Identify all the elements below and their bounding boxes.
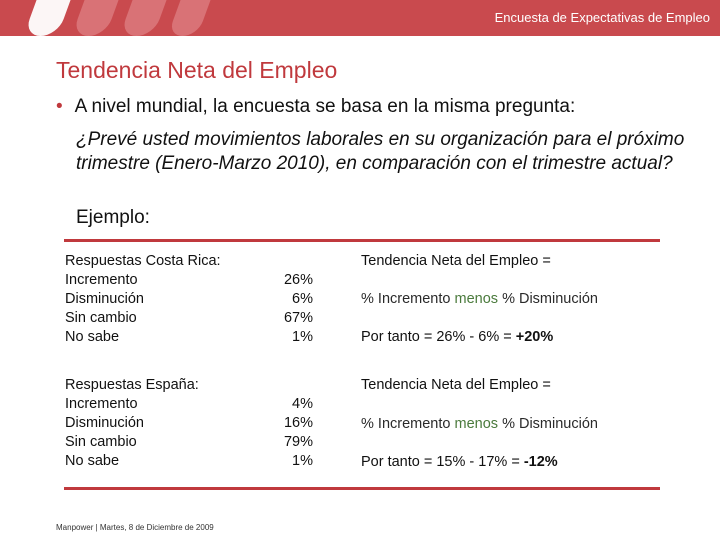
header-bar: Encuesta de Expectativas de Empleo: [0, 0, 720, 36]
formula-left: % Incremento: [361, 291, 451, 307]
costa-rica-row-label: No sabe: [65, 329, 120, 345]
logo-shape: [167, 0, 211, 36]
header-title: Encuesta de Expectativas de Empleo: [494, 10, 710, 25]
logo-shape: [23, 0, 71, 36]
espana-row-value: 1%: [292, 453, 313, 469]
costa-rica-row-value: 26%: [283, 272, 313, 288]
costa-rica-calc: Por tanto = 26% - 6% = +20%: [361, 328, 701, 347]
divider-top: [64, 239, 660, 242]
espana-row-value: 16%: [283, 415, 313, 431]
costa-rica-formula: % Incremento menos % Disminución: [361, 290, 701, 309]
espana-calc: Por tanto = 15% - 17% = -12%: [361, 453, 701, 472]
example-label: Ejemplo:: [76, 207, 150, 228]
calc-prefix: Por tanto = 15% - 17% =: [361, 454, 520, 470]
espana-row-label: Disminución: [65, 415, 144, 431]
formula-operator: menos: [454, 291, 499, 307]
formula-right: % Disminución: [502, 291, 598, 307]
bullet-dot: •: [56, 96, 63, 117]
logo-shape: [119, 0, 167, 36]
espana-values: 4% 16% 79% 1%: [240, 395, 313, 471]
costa-rica-row-label: Incremento: [65, 272, 138, 288]
costa-rica-row-value: 6%: [292, 291, 313, 307]
formula-left: % Incremento: [361, 416, 451, 432]
calc-result: +20%: [515, 329, 554, 345]
costa-rica-labels: Respuestas Costa Rica: Incremento Dismin…: [65, 252, 285, 347]
espana-heading: Respuestas España:: [65, 377, 199, 393]
espana-row-label: Incremento: [65, 396, 138, 412]
page-title: Tendencia Neta del Empleo: [56, 57, 338, 83]
costa-rica-row-value: 1%: [292, 329, 313, 345]
logo-shape: [71, 0, 119, 36]
bullet-text: A nivel mundial, la encuesta se basa en …: [74, 96, 576, 117]
bullet-line: • A nivel mundial, la encuesta se basa en…: [56, 96, 575, 118]
survey-question: ¿Prevé usted movimientos laborales en su…: [76, 129, 685, 174]
formula-right: % Disminución: [502, 416, 598, 432]
footer-text: Manpower | Martes, 8 de Diciembre de 200…: [56, 523, 214, 532]
costa-rica-row-value: 67%: [283, 310, 313, 326]
espana-formula-title: Tendencia Neta del Empleo =: [361, 377, 551, 393]
formula-operator: menos: [454, 416, 499, 432]
costa-rica-values: 26% 6% 67% 1%: [240, 271, 313, 347]
espana-row-label: No sabe: [65, 453, 120, 469]
espana-formula: % Incremento menos % Disminución: [361, 415, 701, 434]
costa-rica-formula-title: Tendencia Neta del Empleo =: [361, 253, 551, 269]
espana-labels: Respuestas España: Incremento Disminució…: [65, 376, 285, 471]
calc-result: -12%: [523, 454, 558, 470]
espana-row-value: 79%: [283, 434, 313, 450]
costa-rica-row-label: Sin cambio: [65, 310, 137, 326]
costa-rica-heading: Respuestas Costa Rica:: [65, 253, 221, 269]
calc-prefix: Por tanto = 26% - 6% =: [361, 329, 512, 345]
divider-bottom: [64, 487, 660, 490]
espana-row-label: Sin cambio: [65, 434, 137, 450]
espana-row-value: 4%: [292, 396, 313, 412]
costa-rica-row-label: Disminución: [65, 291, 144, 307]
